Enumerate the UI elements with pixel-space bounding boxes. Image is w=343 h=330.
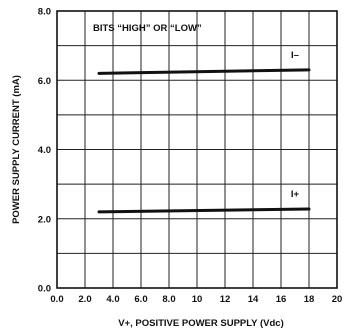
x-tick-label: 18 (304, 294, 315, 305)
y-tick-labels: 0.0 2.0 4.0 6.0 8.0 (38, 7, 51, 295)
x-axis-title: V+, POSITIVE POWER SUPPLY (Vdc) (118, 318, 284, 329)
x-tick-labels: 0.0 2.0 4.0 6.0 8.0 10 12 14 16 18 20 (50, 294, 342, 305)
x-tick-label: 8.0 (162, 294, 175, 305)
series-layer: I– I+ (97, 50, 311, 214)
y-tick-label: 4.0 (38, 145, 51, 156)
y-tick-label: 8.0 (38, 7, 51, 18)
series-line-i-plus (97, 207, 311, 214)
series-label-i-minus: I– (291, 50, 299, 61)
x-tick-label: 12 (220, 294, 231, 305)
y-axis-title: POWER SUPPLY CURRENT (mA) (11, 75, 22, 224)
y-tick-label: 6.0 (38, 76, 51, 87)
x-tick-label: 4.0 (106, 294, 119, 305)
y-tick-label: 0.0 (38, 284, 51, 295)
series-line-i-minus (97, 68, 311, 75)
x-tick-label: 14 (248, 294, 259, 305)
x-tick-label: 20 (332, 294, 343, 305)
x-tick-label: 6.0 (134, 294, 147, 305)
plot-frame (56, 10, 338, 289)
annotation-bits: BITS “HIGH” OR “LOW” (93, 23, 202, 34)
x-tick-label: 2.0 (78, 294, 91, 305)
x-tick-label: 10 (192, 294, 203, 305)
x-tick-label: 0.0 (50, 294, 63, 305)
y-tick-label: 2.0 (38, 214, 51, 225)
x-tick-label: 16 (276, 294, 287, 305)
grid-lines (57, 11, 337, 288)
series-label-i-plus: I+ (291, 189, 300, 200)
